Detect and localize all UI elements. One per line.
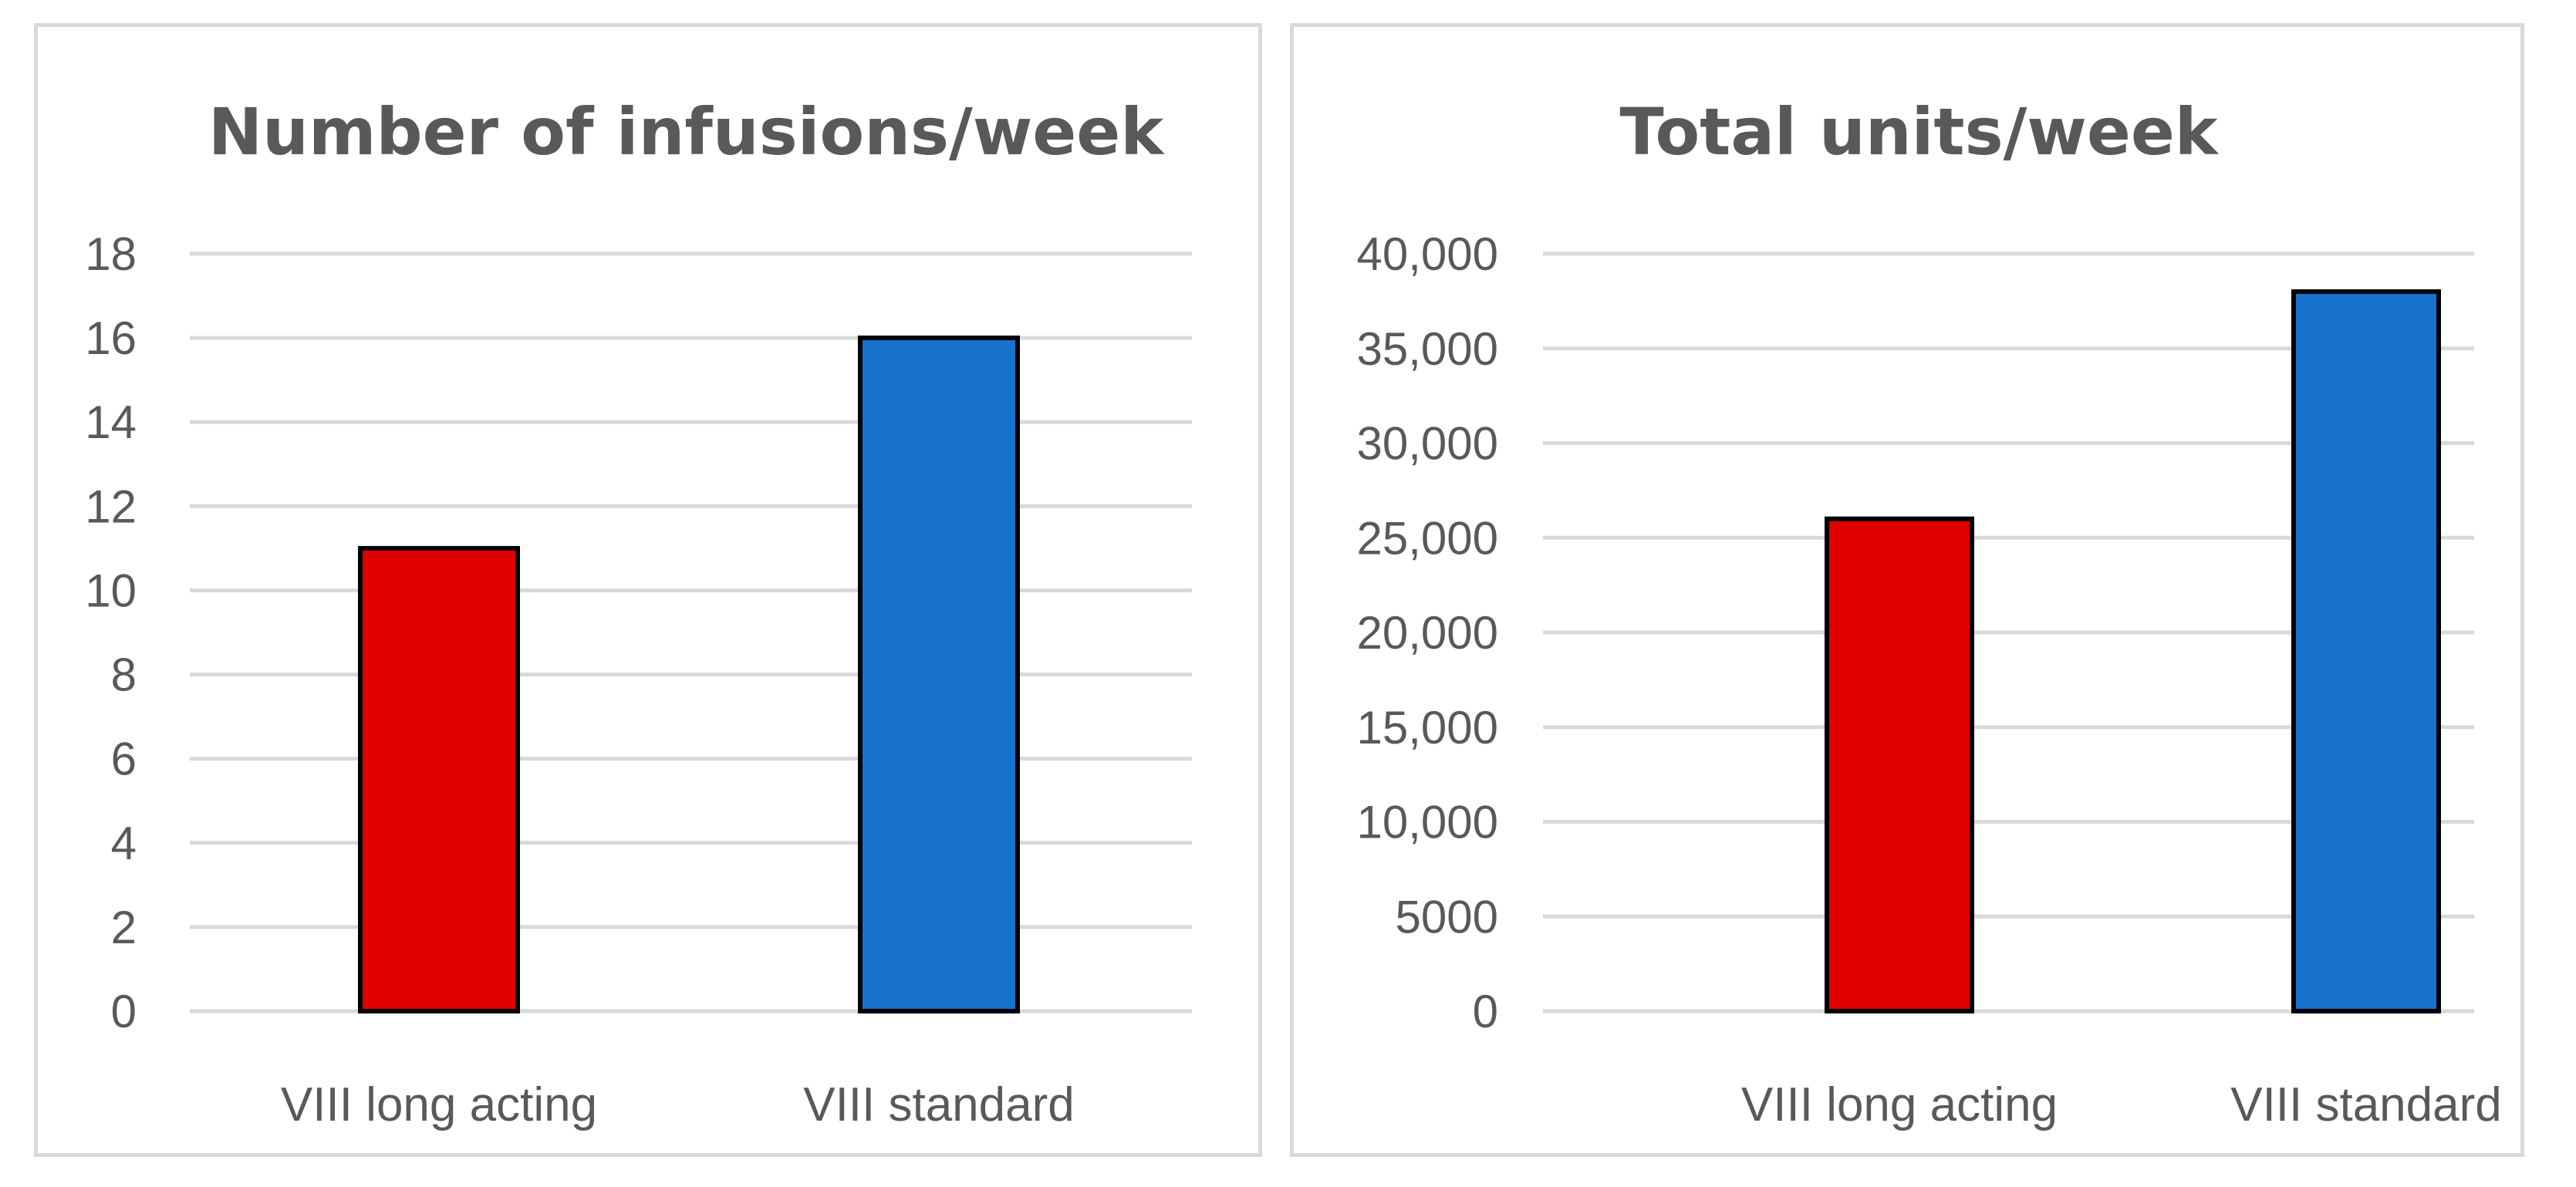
y-tick-label: 0	[111, 986, 137, 1037]
bar-viii-standard	[858, 336, 1020, 1014]
y-tick-label: 16	[85, 312, 137, 364]
y-tick-label: 25,000	[1356, 512, 1498, 564]
y-tick-label: 18	[85, 228, 137, 280]
y-tick-label: 40,000	[1356, 228, 1498, 280]
bar-viii-long-acting	[1825, 516, 1974, 1013]
chart-panel-infusions: Number of infusions/week 0 2 4 6 8 10 12 14 16 18 V…	[34, 23, 1262, 1157]
y-tick-label: 8	[111, 649, 137, 701]
y-tick-label: 20,000	[1356, 607, 1498, 659]
y-tick-label: 5000	[1396, 891, 1498, 943]
x-category-label: VIII long acting	[1741, 1078, 2058, 1131]
units-chart: Total units/week 0 5000 10,000 15,000 20,000 2…	[1356, 94, 2502, 1131]
x-category-label: VIII standard	[2230, 1078, 2502, 1131]
bar-viii-long-acting	[358, 545, 520, 1013]
x-category-label: VIII long acting	[281, 1078, 597, 1131]
y-tick-label: 10,000	[1356, 797, 1498, 848]
y-tick-label: 35,000	[1356, 323, 1498, 375]
chart-title: Number of infusions/week	[208, 94, 1165, 170]
y-tick-label: 15,000	[1356, 702, 1498, 754]
y-tick-label: 14	[85, 396, 137, 448]
bar-viii-standard	[2291, 289, 2441, 1014]
y-tick-label: 4	[111, 818, 137, 869]
infusions-chart: Number of infusions/week 0 2 4 6 8 10 12 14 16 18 V…	[85, 94, 1192, 1131]
y-tick-label: 12	[85, 481, 137, 532]
y-tick-label: 10	[85, 565, 137, 616]
y-tick-label: 2	[111, 902, 137, 953]
x-category-label: VIII standard	[803, 1078, 1075, 1131]
y-tick-label: 6	[111, 733, 137, 785]
chart-panel-units: Total units/week 0 5000 10,000 15,000 20,000 2…	[1290, 23, 2524, 1157]
y-tick-label: 30,000	[1356, 418, 1498, 470]
y-tick-label: 0	[1473, 986, 1498, 1037]
chart-title: Total units/week	[1619, 94, 2219, 170]
